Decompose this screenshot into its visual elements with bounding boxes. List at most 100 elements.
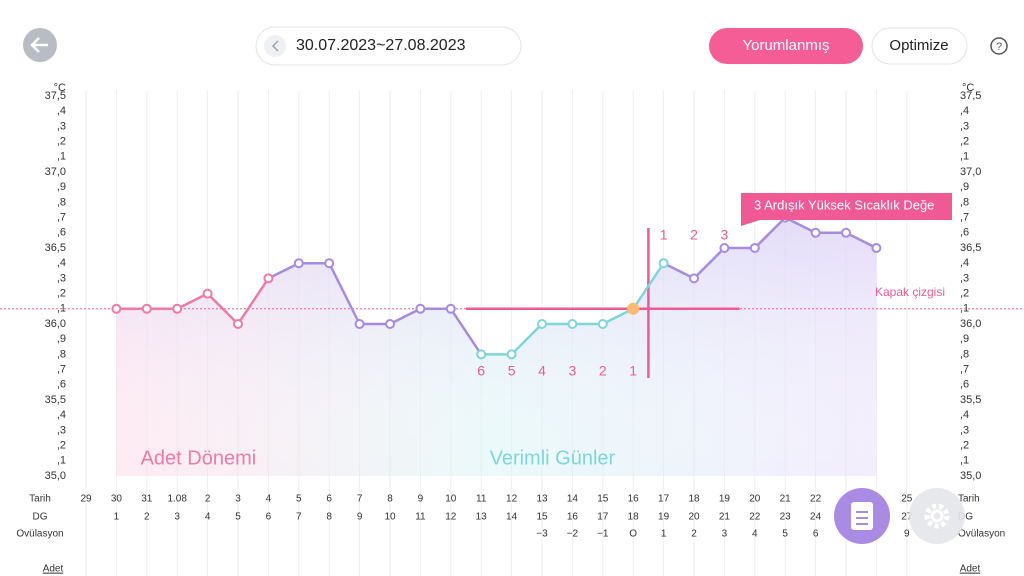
point bbox=[385, 319, 395, 329]
y-tick-label: ,4 bbox=[57, 257, 66, 269]
y-tick-label: 35,0 bbox=[45, 470, 66, 482]
point bbox=[324, 258, 335, 269]
row-cell: 1.08 bbox=[167, 494, 187, 505]
row-cell: 10 bbox=[384, 512, 396, 523]
row-cell: 20 bbox=[688, 512, 700, 523]
y-tick-label-right: 36,0 bbox=[960, 318, 981, 330]
row-cell: 13 bbox=[476, 512, 488, 523]
y-tick-label-right: ,9 bbox=[960, 333, 969, 345]
point bbox=[719, 243, 730, 253]
row-cell: 9 bbox=[418, 494, 424, 505]
row-cell: 8 bbox=[387, 494, 393, 505]
help-button[interactable] bbox=[990, 37, 1008, 55]
line-segment bbox=[845, 231, 877, 250]
y-tick-label: ,4 bbox=[57, 409, 66, 421]
area bbox=[116, 217, 877, 476]
y-tick-label-right: ,1 bbox=[960, 455, 969, 467]
row-cell: 6 bbox=[326, 494, 332, 505]
optimize-button[interactable] bbox=[871, 27, 968, 65]
row-cell: 17 bbox=[597, 512, 609, 523]
row-cell: 25 bbox=[901, 494, 913, 505]
row-cell: 2 bbox=[144, 512, 150, 523]
date-pill[interactable] bbox=[255, 26, 522, 66]
line-segment bbox=[753, 216, 787, 249]
date-range: 30.07.2023~27.08.2023 bbox=[296, 37, 466, 54]
y-tick-label: ,2 bbox=[57, 136, 66, 148]
row-cell: 9 bbox=[904, 529, 910, 540]
row-cell: 6 bbox=[813, 529, 819, 540]
y-tick-label-right: 35,5 bbox=[960, 394, 981, 406]
row-cell: 2 bbox=[205, 494, 211, 505]
ovulation-point bbox=[627, 302, 640, 315]
row-cell: 8 bbox=[326, 512, 332, 523]
row-cell: 17 bbox=[658, 494, 670, 505]
y-tick-label-right: 37,5 bbox=[960, 90, 981, 102]
y-tick-label: 36,5 bbox=[45, 242, 66, 254]
row-cell: 10 bbox=[445, 494, 457, 505]
period-row-label: Adet bbox=[43, 564, 64, 575]
overlay: 3 Ardışık Yüksek Sıcaklık Değe bbox=[741, 193, 952, 226]
line-segment bbox=[236, 277, 270, 325]
row-cell: 31 bbox=[141, 494, 153, 505]
y-tick-label-right: ,2 bbox=[960, 288, 969, 300]
line-segment bbox=[267, 262, 300, 280]
point bbox=[749, 243, 760, 253]
low-count: 6 bbox=[477, 363, 485, 379]
y-tick-label: 37,5 bbox=[45, 90, 66, 102]
period-row-label-right: Adet bbox=[960, 564, 981, 575]
y-tick-label: 36,0 bbox=[45, 318, 66, 330]
y-tick-label-right: ,7 bbox=[960, 212, 969, 224]
y-tick-label: 35,5 bbox=[45, 394, 66, 406]
plot: Adet Dönemi Verimli Günler Kapak çizgisi 1 2… bbox=[0, 212, 1024, 476]
low-count: 1 bbox=[629, 363, 637, 379]
y-tick-label-right: ,4 bbox=[960, 105, 969, 117]
date-prev[interactable] bbox=[264, 35, 286, 57]
date-prev-icon bbox=[271, 40, 279, 52]
row-cell: 15 bbox=[597, 494, 609, 505]
low-count: 2 bbox=[599, 363, 607, 379]
settings-icon-core bbox=[930, 509, 944, 523]
optimize-label: Optimize bbox=[889, 37, 948, 54]
row-cell: 4 bbox=[266, 494, 272, 505]
point bbox=[202, 288, 213, 299]
row-cell: 27 bbox=[901, 512, 913, 523]
row-cell: −1 bbox=[597, 529, 609, 540]
y-tick-label: ,6 bbox=[57, 227, 66, 239]
row-cell: 12 bbox=[445, 512, 457, 523]
back-icon bbox=[30, 37, 48, 53]
point bbox=[445, 303, 456, 314]
row-cell: 21 bbox=[719, 512, 731, 523]
row-cell: 5 bbox=[235, 512, 241, 523]
row-cell: 16 bbox=[628, 494, 640, 505]
y-tick-label: ,1 bbox=[57, 455, 66, 467]
y-tick-label-right: ,2 bbox=[960, 136, 969, 148]
interpreted-button[interactable] bbox=[709, 28, 863, 64]
y-tick-label: ,3 bbox=[57, 120, 66, 132]
y-tick-label-right: ,1 bbox=[960, 151, 969, 163]
point bbox=[658, 258, 669, 269]
high-count: 2 bbox=[690, 227, 698, 243]
y-tick-label-right: ,4 bbox=[960, 409, 969, 421]
row-label-right: Ovülasyon bbox=[958, 529, 1005, 540]
line-segment bbox=[206, 292, 239, 325]
row-cell: −2 bbox=[567, 529, 579, 540]
line-segment bbox=[784, 216, 817, 234]
row-cell: 12 bbox=[506, 494, 518, 505]
point bbox=[172, 303, 183, 314]
line-segment bbox=[389, 307, 421, 326]
settings-button[interactable] bbox=[909, 488, 965, 544]
y-tick-label: ,7 bbox=[57, 212, 66, 224]
row-cell: 21 bbox=[780, 494, 792, 505]
row-cell: 3 bbox=[235, 494, 241, 505]
point bbox=[293, 258, 304, 269]
row-cell: 13 bbox=[536, 494, 548, 505]
row-cell: O bbox=[629, 529, 637, 540]
row-label-right: DG bbox=[958, 512, 973, 523]
phase-label: Verimli Günler bbox=[490, 447, 616, 469]
high-count: 3 bbox=[721, 227, 729, 243]
row-cell: 9 bbox=[357, 512, 363, 523]
row-cell: 4 bbox=[205, 512, 211, 523]
point bbox=[810, 227, 821, 238]
row-label: Tarih bbox=[29, 494, 51, 505]
